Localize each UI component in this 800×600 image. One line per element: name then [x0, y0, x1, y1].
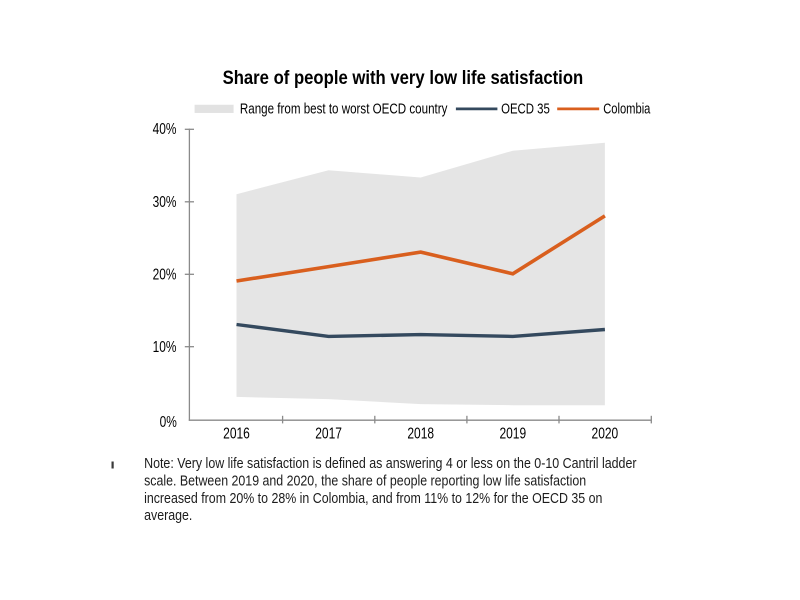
svg-text:10%: 10% — [153, 337, 177, 355]
svg-text:2020: 2020 — [592, 424, 619, 442]
svg-text:scale. Between 2019 and 2020,: scale. Between 2019 and 2020, the share … — [144, 473, 586, 489]
svg-text:Note: Very low life satisfacti: Note: Very low life satisfaction is defi… — [144, 455, 637, 471]
svg-text:2019: 2019 — [499, 424, 526, 442]
svg-text:0%: 0% — [160, 412, 178, 430]
svg-text:40%: 40% — [153, 119, 177, 137]
svg-text:Colombia: Colombia — [603, 100, 651, 117]
svg-text:OECD 35: OECD 35 — [501, 100, 550, 117]
svg-text:increased from 20% to 28% in C: increased from 20% to 28% in Colombia, a… — [144, 490, 602, 506]
svg-text:average.: average. — [144, 507, 192, 523]
svg-text:2018: 2018 — [407, 424, 434, 442]
svg-text:2017: 2017 — [315, 424, 342, 442]
svg-text:30%: 30% — [153, 192, 177, 210]
svg-text:Range from best to worst OECD: Range from best to worst OECD country — [240, 100, 448, 117]
svg-text:Share of people with very low: Share of people with very low life satis… — [223, 67, 584, 88]
svg-text:2016: 2016 — [223, 424, 250, 442]
svg-text:20%: 20% — [153, 265, 177, 283]
